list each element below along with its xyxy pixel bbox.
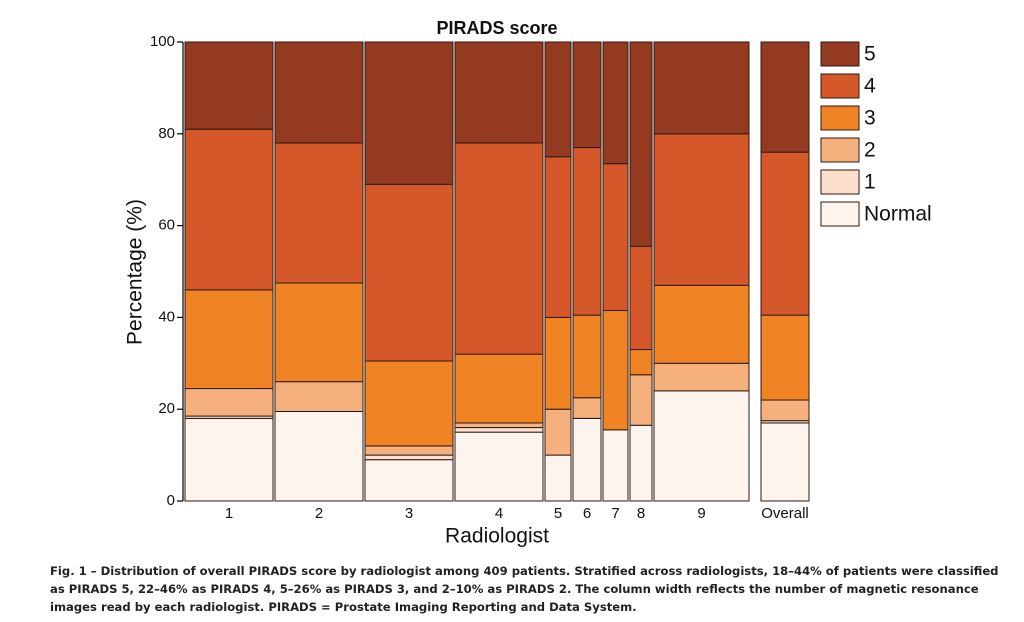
segment bbox=[454, 431, 544, 502]
segment bbox=[629, 41, 653, 247]
segment bbox=[760, 151, 810, 316]
x-tick-label: 3 bbox=[405, 505, 413, 522]
segment bbox=[629, 374, 653, 426]
segment bbox=[544, 156, 572, 318]
segment bbox=[454, 422, 544, 429]
segment bbox=[760, 399, 810, 422]
segment bbox=[572, 397, 602, 419]
segment bbox=[184, 388, 274, 417]
segment bbox=[364, 41, 454, 185]
segment bbox=[629, 349, 653, 376]
segment bbox=[364, 459, 454, 502]
segment bbox=[760, 41, 810, 153]
segment bbox=[760, 422, 810, 502]
legend-label: Normal bbox=[864, 203, 932, 226]
segment bbox=[184, 41, 274, 130]
chart: PIRADS score Radiologist Percentage (%) … bbox=[124, 18, 932, 548]
figure-caption: Fig. 1 – Distribution of overall PIRADS … bbox=[50, 564, 999, 614]
segment bbox=[572, 147, 602, 316]
x-tick-label: 7 bbox=[611, 505, 619, 522]
segment bbox=[653, 41, 750, 135]
x-tick-label: 1 bbox=[225, 505, 233, 522]
segment bbox=[602, 429, 629, 502]
legend-swatch bbox=[820, 105, 860, 131]
chart-title: PIRADS score bbox=[436, 18, 557, 38]
legend-label: 2 bbox=[864, 139, 876, 162]
segment bbox=[544, 41, 572, 158]
segment bbox=[653, 284, 750, 364]
segment bbox=[274, 282, 364, 383]
segment bbox=[184, 289, 274, 390]
x-tick-label: 8 bbox=[637, 505, 645, 522]
segment bbox=[544, 316, 572, 410]
segment bbox=[602, 310, 629, 431]
y-tick-label: 60 bbox=[158, 217, 175, 234]
legend-label: 5 bbox=[864, 43, 876, 66]
x-tick-label: 6 bbox=[583, 505, 591, 522]
segment bbox=[454, 427, 544, 433]
legend-label: 3 bbox=[864, 107, 876, 130]
segment bbox=[653, 390, 750, 502]
segment bbox=[629, 245, 653, 351]
segment bbox=[629, 424, 653, 502]
segment bbox=[760, 314, 810, 401]
segment bbox=[364, 445, 454, 456]
segment bbox=[184, 128, 274, 291]
segment bbox=[544, 408, 572, 456]
x-axis-title: Radiologist bbox=[445, 525, 549, 548]
x-tick-label: 4 bbox=[495, 505, 503, 522]
segment bbox=[274, 410, 364, 502]
segment bbox=[454, 353, 544, 424]
segment bbox=[572, 41, 602, 149]
legend-label: 4 bbox=[864, 75, 876, 98]
legend-swatch bbox=[820, 73, 860, 99]
x-tick-label: Overall bbox=[761, 505, 809, 522]
y-tick-label: 20 bbox=[158, 400, 175, 417]
segment bbox=[364, 454, 454, 461]
segment bbox=[454, 41, 544, 144]
segment bbox=[572, 417, 602, 502]
legend-label: 1 bbox=[864, 171, 876, 194]
segment bbox=[364, 360, 454, 447]
segment bbox=[544, 454, 572, 502]
legend-swatch bbox=[820, 201, 860, 227]
legend-swatch bbox=[820, 137, 860, 163]
y-axis-title: Percentage (%) bbox=[124, 199, 147, 345]
x-tick-label: 2 bbox=[315, 505, 323, 522]
x-tick-label: 5 bbox=[554, 505, 562, 522]
y-tick-label: 40 bbox=[158, 308, 175, 325]
y-tick-label: 100 bbox=[150, 33, 175, 50]
segment bbox=[602, 163, 629, 312]
legend-swatch bbox=[820, 41, 860, 67]
segment bbox=[274, 142, 364, 284]
segment bbox=[572, 314, 602, 399]
segment bbox=[653, 133, 750, 286]
segment bbox=[454, 142, 544, 355]
segment bbox=[602, 41, 629, 165]
segment bbox=[274, 41, 364, 144]
y-tick-label: 80 bbox=[158, 125, 175, 142]
segment bbox=[274, 381, 364, 412]
segment bbox=[364, 183, 454, 362]
segment bbox=[184, 417, 274, 502]
segment bbox=[653, 362, 750, 392]
legend-swatch bbox=[820, 169, 860, 195]
x-tick-label: 9 bbox=[697, 505, 705, 522]
y-tick-label: 0 bbox=[167, 492, 175, 509]
